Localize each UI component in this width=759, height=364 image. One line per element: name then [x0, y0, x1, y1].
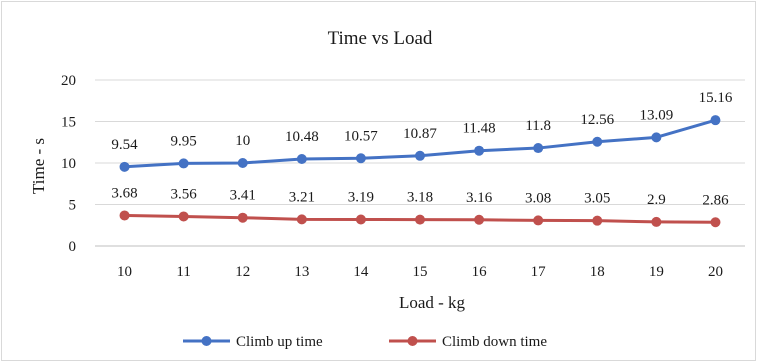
data-label: 3.16	[466, 190, 493, 206]
data-label: 13.09	[639, 107, 673, 123]
x-axis-title: Load - kg	[399, 293, 466, 312]
data-label: 3.08	[525, 190, 551, 206]
x-tick-label: 19	[649, 264, 664, 280]
x-tick-label: 20	[708, 264, 723, 280]
y-tick-label: 10	[61, 156, 76, 172]
data-point	[415, 150, 425, 161]
data-point	[592, 215, 603, 226]
data-point	[296, 154, 307, 165]
data-point	[710, 217, 721, 228]
data-label: 10.87	[403, 126, 437, 142]
legend-swatch-marker	[201, 336, 212, 346]
x-tick-label: 14	[353, 264, 369, 280]
chart-title: Time vs Load	[328, 28, 433, 49]
x-tick-label: 12	[235, 264, 250, 280]
data-point	[533, 215, 544, 226]
data-labels: 9.54 9.95 10 10.48 10.57 10.87 11.48 11.8 12.56 1…	[111, 90, 732, 208]
data-label: 9.54	[111, 137, 138, 153]
data-point	[178, 211, 189, 222]
data-label: 10.57	[344, 128, 378, 144]
data-label: 3.56	[171, 186, 198, 202]
data-label: 9.95	[171, 133, 197, 149]
data-label: 10.48	[285, 129, 319, 145]
data-point	[592, 136, 603, 147]
y-tick-label: 15	[61, 115, 76, 131]
data-point	[355, 153, 366, 164]
series-group	[119, 115, 721, 228]
data-point	[651, 216, 662, 227]
y-tick-label: 0	[69, 239, 77, 255]
y-tick-label: 20	[61, 73, 76, 89]
data-point	[415, 214, 425, 225]
data-label: 3.19	[348, 190, 374, 206]
data-label: 2.9	[647, 192, 666, 208]
legend-swatch-marker	[407, 336, 418, 346]
data-label: 3.18	[407, 190, 433, 206]
data-point	[651, 132, 662, 143]
x-tick-label: 13	[294, 264, 309, 280]
data-point	[237, 212, 248, 223]
data-label: 11.48	[462, 121, 495, 137]
data-label: 12.56	[580, 112, 614, 128]
y-axis-title: Time - s	[29, 138, 48, 194]
y-axis-ticks: 0 5 10 15 20	[61, 73, 76, 255]
x-axis-ticks: 10 11 12 13 14 15 16 17 18 19 20	[117, 264, 723, 280]
data-point	[474, 214, 485, 225]
x-tick-label: 17	[531, 264, 547, 280]
data-label: 15.16	[699, 90, 733, 106]
data-label: 3.68	[111, 185, 137, 201]
data-label: 11.8	[525, 118, 551, 134]
data-label: 3.05	[584, 191, 610, 207]
x-tick-label: 11	[176, 264, 190, 280]
data-point	[355, 214, 366, 225]
data-point	[710, 115, 721, 126]
data-point	[533, 143, 544, 154]
data-point	[178, 158, 189, 169]
x-tick-label: 16	[472, 264, 488, 280]
data-point	[119, 210, 130, 221]
data-point	[296, 214, 307, 225]
data-point	[237, 158, 248, 168]
data-point	[474, 145, 485, 156]
data-label: 3.21	[289, 189, 315, 205]
x-tick-label: 15	[413, 264, 428, 280]
data-label: 2.86	[702, 192, 729, 208]
data-label: 10	[235, 133, 250, 149]
legend: Climb up time Climb down time	[183, 334, 547, 350]
data-point	[119, 161, 130, 172]
legend-label: Climb down time	[442, 334, 547, 350]
y-tick-label: 5	[69, 198, 77, 214]
x-tick-label: 10	[117, 264, 132, 280]
data-label: 3.41	[230, 188, 256, 204]
legend-label: Climb up time	[236, 334, 323, 350]
x-tick-label: 18	[590, 264, 605, 280]
